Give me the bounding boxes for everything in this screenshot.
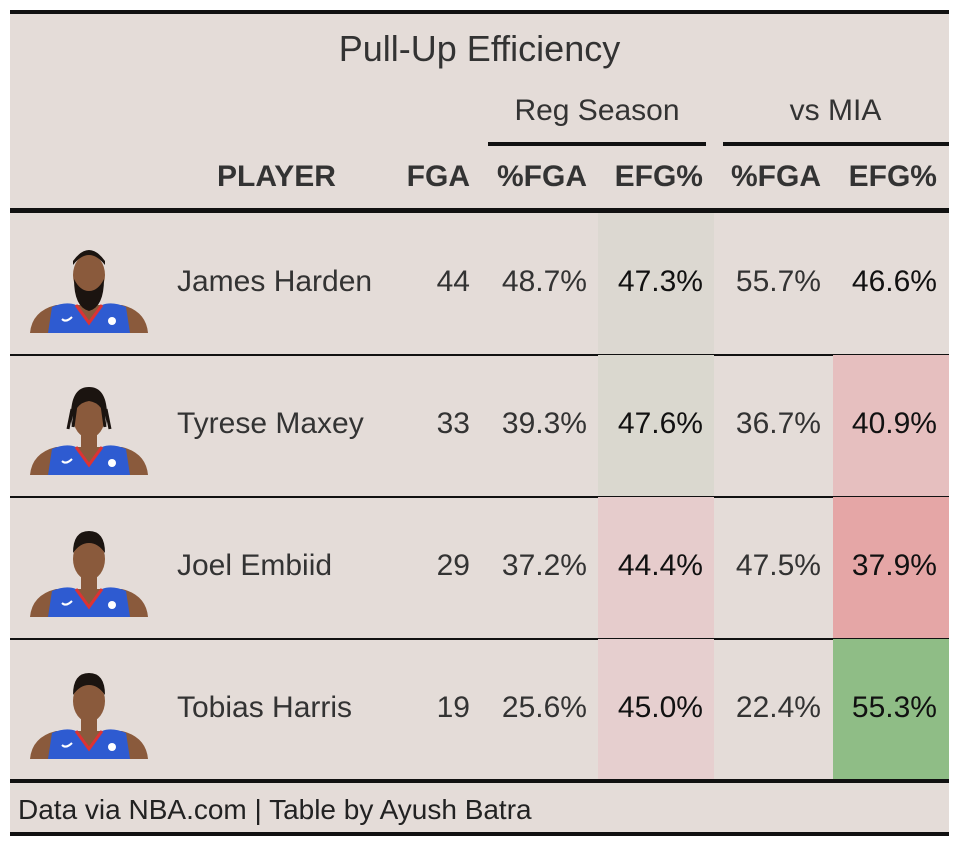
mia-efg-heat-cell	[833, 213, 949, 355]
col-head-player: PLAYER	[217, 160, 336, 193]
reg-efg-value: 45.0%	[617, 691, 703, 724]
fga-value: 33	[436, 407, 470, 440]
reg-efg-value: 47.3%	[617, 265, 703, 298]
player-name: Joel Embiid	[177, 549, 333, 582]
table-row: Tobias Harris 19 25.6% 45.0% 22.4% 55.3%	[10, 639, 949, 781]
player-name: Tyrese Maxey	[177, 407, 364, 440]
reg-efg-value: 47.6%	[617, 407, 703, 440]
col-head-mia-pct-fga: %FGA	[731, 160, 821, 193]
group-label-vs-mia: vs MIA	[789, 94, 882, 127]
col-head-reg-pct-fga: %FGA	[497, 160, 587, 193]
player-avatar	[30, 531, 148, 617]
mia-efg-value: 55.3%	[851, 691, 937, 724]
reg-efg-value: 44.4%	[617, 549, 703, 582]
table-title: Pull-Up Efficiency	[338, 28, 621, 69]
mia-efg-heat-cell	[833, 639, 949, 781]
mia-efg-value: 40.9%	[851, 407, 937, 440]
col-head-reg-efg: EFG%	[614, 160, 703, 193]
table-row: Joel Embiid 29 37.2% 44.4% 47.5% 37.9%	[10, 497, 949, 639]
player-name: James Harden	[177, 265, 373, 298]
row-divider	[10, 496, 949, 498]
mia-pct-fga-value: 36.7%	[735, 407, 821, 440]
row-divider	[10, 354, 949, 356]
reg-pct-fga-value: 25.6%	[501, 691, 587, 724]
table-footer: Data via NBA.com | Table by Ayush Batra	[18, 794, 532, 825]
player-avatar	[30, 673, 148, 759]
reg-efg-heat-cell	[598, 213, 714, 355]
mia-efg-value: 37.9%	[851, 549, 937, 582]
col-head-fga: FGA	[406, 160, 470, 193]
table-row: Tyrese Maxey 33 39.3% 47.6% 36.7% 40.9%	[10, 355, 949, 497]
player-avatar	[30, 250, 148, 333]
mia-efg-value: 46.6%	[851, 265, 937, 298]
mia-pct-fga-value: 55.7%	[735, 265, 821, 298]
fga-value: 44	[436, 265, 470, 298]
fga-value: 19	[436, 691, 470, 724]
mia-pct-fga-value: 22.4%	[735, 691, 821, 724]
reg-efg-heat-cell	[598, 497, 714, 639]
reg-pct-fga-value: 37.2%	[501, 549, 587, 582]
header-rule	[10, 208, 949, 213]
table-panel: Pull-Up Efficiency Reg Season vs MIA PLA…	[10, 10, 949, 836]
player-name: Tobias Harris	[177, 691, 353, 724]
mia-efg-heat-cell	[833, 355, 949, 497]
reg-efg-heat-cell	[598, 355, 714, 497]
footer-rule	[10, 779, 949, 783]
col-head-mia-efg: EFG%	[848, 160, 937, 193]
player-avatar	[30, 387, 148, 475]
mia-efg-heat-cell	[833, 497, 949, 639]
fga-value: 29	[436, 549, 470, 582]
reg-pct-fga-value: 39.3%	[501, 407, 587, 440]
group-rule-reg-season	[488, 142, 706, 146]
reg-efg-heat-cell	[598, 639, 714, 781]
table-row: James Harden 44 48.7% 47.3% 55.7% 46.6%	[10, 213, 949, 355]
group-label-reg-season: Reg Season	[514, 94, 680, 127]
group-rule-vs-mia	[723, 142, 949, 146]
reg-pct-fga-value: 48.7%	[501, 265, 587, 298]
mia-pct-fga-value: 47.5%	[735, 549, 821, 582]
row-divider	[10, 638, 949, 640]
